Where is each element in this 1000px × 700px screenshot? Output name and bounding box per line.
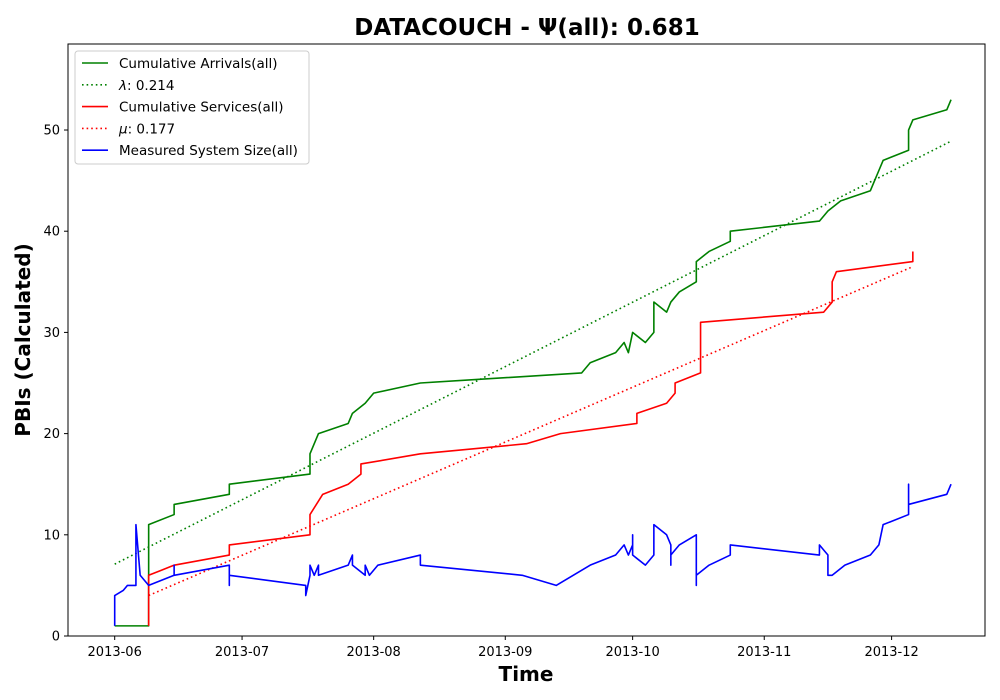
x-tick-label: 2013-06 [88, 645, 142, 660]
legend-label-0-214: λ: 0.214 [118, 78, 175, 94]
ticks-layer: 2013-06 2013-07 2013-08 2013-09 2013-10 2013-… [43, 124, 918, 660]
legend-box [74, 50, 310, 165]
x-tick-label: 2013-08 [347, 645, 401, 660]
legend-label-cumulative-arrivals-all: Cumulative Arrivals(all) [119, 56, 278, 72]
x-axis-title: Time [499, 662, 554, 686]
y-tick-label: 20 [43, 427, 60, 442]
y-tick-label: 10 [43, 528, 60, 543]
y-tick-label: 40 [43, 225, 60, 240]
y-tick-label: 50 [43, 124, 60, 139]
legend-label-cumulative-services-all: Cumulative Services(all) [119, 100, 284, 116]
plot-frame [67, 43, 986, 637]
y-axis-title: PBIs (Calculated) [11, 243, 35, 436]
series-line-0-177-3 [148, 265, 914, 597]
chart-title: DATACOUCH - Ψ(all): 0.681 [354, 15, 699, 41]
x-tick-label: 2013-11 [737, 645, 791, 660]
series-layer [113, 99, 952, 627]
x-tick-label: 2013-10 [605, 645, 659, 660]
x-tick-label: 2013-07 [215, 645, 269, 660]
legend-label-measured-system-size-all: Measured System Size(all) [119, 143, 298, 159]
x-tick-label: 2013-09 [478, 645, 532, 660]
series-line-cumulative-arrivals-all-0 [114, 99, 952, 627]
y-tick-label: 0 [52, 630, 60, 645]
x-tick-label: 2013-12 [864, 645, 918, 660]
series-line-measured-system-size-all-4 [113, 483, 952, 626]
legend: Cumulative Arrivals(all) λ: 0.214 Cumulati… [74, 50, 310, 165]
y-tick-label: 30 [43, 326, 60, 341]
legend-items: Cumulative Arrivals(all) λ: 0.214 Cumulati… [82, 56, 298, 159]
series-line-cumulative-services-all-2 [147, 251, 914, 626]
legend-label-0-177: μ: 0.177 [118, 121, 175, 137]
